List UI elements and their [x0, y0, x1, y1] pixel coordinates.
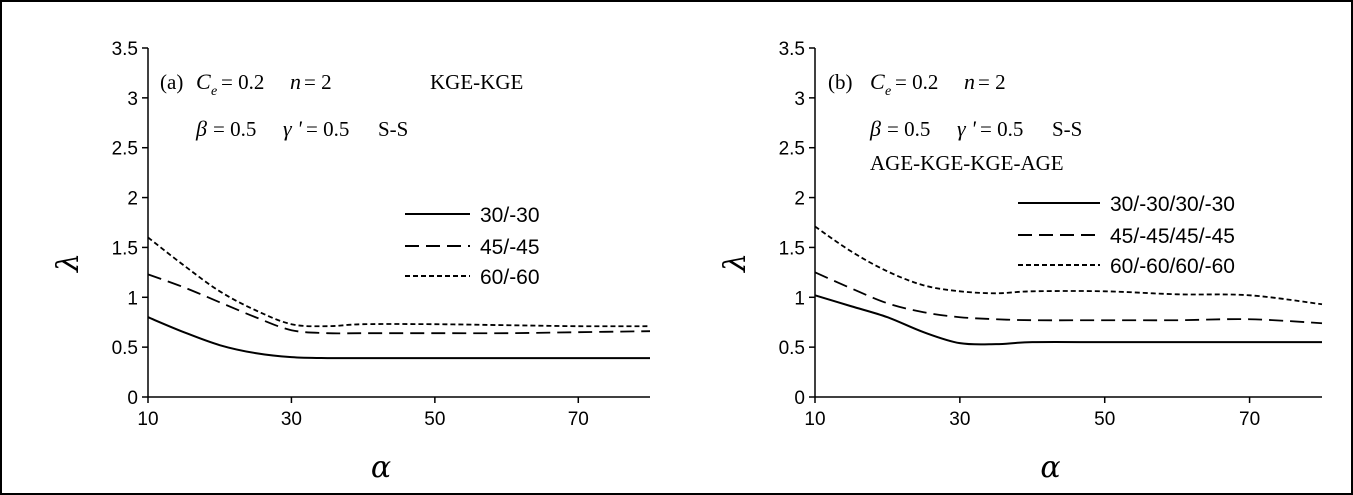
y-tick-label-b: 0	[794, 388, 805, 409]
plot-b: 0 0.5 1 1.5 2 2.5 3 3.5 10 30 50 70 α λ 30/-30/30/-30 4…	[718, 39, 1323, 485]
x-axis-label-b: α	[1040, 450, 1060, 485]
panel-b-beta-value: = 0.5	[887, 117, 930, 141]
y-tick-label-b: 2.5	[779, 139, 805, 160]
panel-b-ce-value: = 0.2	[895, 70, 938, 94]
panel-a-ce-symbol: C	[196, 69, 211, 94]
y-tick-label-a: 1.5	[112, 238, 138, 259]
series-line-a-0	[147, 316, 650, 360]
panel-a-ce-subscript: e	[211, 84, 217, 99]
panel-b-label: (b)	[828, 70, 853, 94]
panel-b-ce-symbol: C	[870, 69, 885, 94]
panel-b-layup-tag: AGE-KGE-KGE-AGE	[870, 151, 1064, 175]
panel-a-layup-tag: KGE-KGE	[430, 70, 523, 94]
panel-b-gamma-value: = 0.5	[980, 117, 1023, 141]
legend-label-b-2: 60/-60/60/-60	[1110, 255, 1235, 278]
y-tick-label-a: 0.5	[112, 338, 138, 359]
y-tick-label-a: 3	[127, 89, 138, 110]
x-tick-label-b: 50	[1094, 409, 1115, 430]
x-tick-label-a: 10	[137, 409, 158, 430]
legend-label-a-2: 60/-60	[480, 266, 540, 289]
x-tick-label-a: 70	[568, 409, 589, 430]
y-tick-label-a: 2.5	[112, 139, 138, 160]
legend-label-b-1: 45/-45/45/-45	[1110, 225, 1235, 248]
y-tick-label-a: 3.5	[112, 39, 138, 60]
panel-a: (a) C e = 0.2 n = 2 KGE-KGE β = 0.5 γ ' …	[160, 69, 523, 141]
y-tick-label-a: 0	[127, 388, 138, 409]
x-tick-label-b: 70	[1239, 409, 1260, 430]
y-tick-label-a: 1	[127, 288, 138, 309]
panel-a-beta-symbol: β	[195, 116, 207, 141]
series-line-a-2	[147, 236, 651, 328]
y-tick-label-b: 3	[794, 89, 805, 110]
series-line-b-0	[814, 294, 1322, 346]
series-line-b-1	[814, 271, 1323, 325]
panel-b-n-symbol: n	[964, 69, 975, 94]
panel-a-ce-value: = 0.2	[221, 70, 264, 94]
legend-label-a-0: 30/-30	[480, 204, 540, 227]
panel-a-boundary-tag: S-S	[378, 117, 408, 141]
panel-b-boundary-tag: S-S	[1052, 117, 1082, 141]
x-tick-label-b: 30	[949, 409, 970, 430]
y-tick-label-b: 0.5	[779, 338, 805, 359]
panel-b-beta-symbol: β	[869, 116, 881, 141]
panel-a-n-value: = 2	[304, 70, 332, 94]
y-tick-label-b: 2	[794, 189, 805, 210]
y-tick-label-a: 2	[127, 189, 138, 210]
panel-a-beta-value: = 0.5	[213, 117, 256, 141]
y-axis-label-a: λ	[51, 253, 86, 273]
legend-label-a-1: 45/-45	[480, 236, 540, 259]
panel-b-gamma-symbol: γ '	[957, 116, 976, 141]
x-tick-label-b: 10	[804, 409, 825, 430]
y-tick-label-b: 3.5	[779, 39, 805, 60]
panel-b-ce-subscript: e	[885, 84, 891, 99]
panel-a-gamma-value: = 0.5	[306, 117, 349, 141]
panel-a-gamma-symbol: γ '	[283, 116, 302, 141]
y-axis-label-b: λ	[718, 253, 753, 273]
panel-b: (b) C e = 0.2 n = 2 β = 0.5 γ ' = 0.5 S-…	[828, 69, 1082, 175]
panel-a-n-symbol: n	[290, 69, 301, 94]
series-line-b-2	[814, 225, 1323, 306]
x-tick-label-a: 30	[281, 409, 302, 430]
x-tick-label-a: 50	[424, 409, 445, 430]
panel-b-n-value: = 2	[978, 70, 1006, 94]
legend-label-b-0: 30/-30/30/-30	[1110, 193, 1235, 216]
series-line-a-1	[147, 273, 651, 335]
y-tick-label-b: 1	[794, 288, 805, 309]
panel-a-label: (a)	[160, 70, 183, 94]
y-tick-label-b: 1.5	[779, 238, 805, 259]
plot-a: 0 0.5 1 1.5 2 2.5 3 3.5 10 30 50 70 α λ 30/-30 45/-45 60…	[51, 39, 651, 485]
x-axis-label-a: α	[371, 450, 391, 485]
